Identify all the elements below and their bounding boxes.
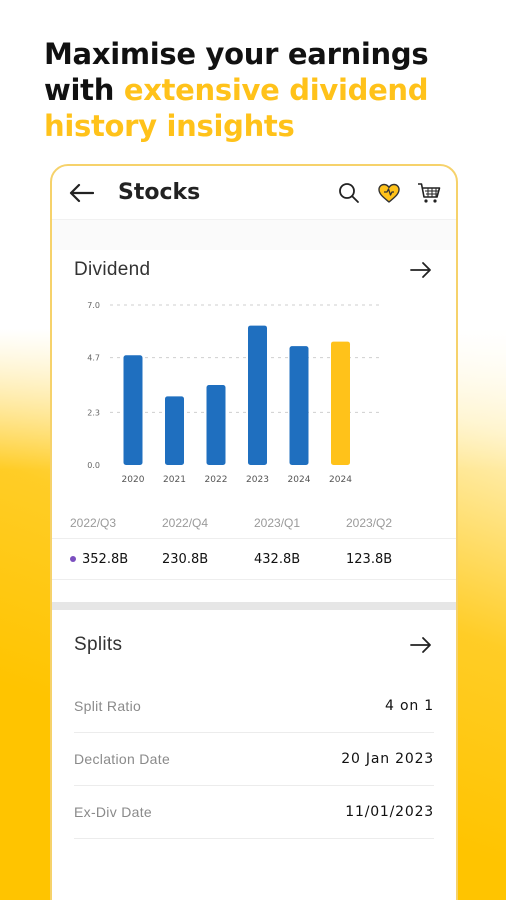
headline-line-2-highlight: extensive dividend [123,73,429,107]
dividend-bar-chart: 0.0 2.3 4.7 7.0 2020 2021 2022 2023 2024 2024 [87,301,382,485]
declaration-date-label: Declation Date [74,751,171,767]
promo-headline: Maximise your earnings with extensive di… [44,36,484,144]
split-ratio-value: 4 on 1 [385,698,434,714]
quarter-value: 123.8B [346,551,393,567]
x-tick-label: 2021 [163,475,186,485]
selected-dot-icon [70,556,76,562]
quarter-label: 2023/Q1 [254,516,301,530]
app-bar: Stocks [52,166,456,220]
quarter-value: 352.8B [70,552,162,567]
headline-line-2: with extensive dividend [44,72,484,108]
y-tick-label: 4.7 [87,354,100,363]
split-ratio-row: Split Ratio 4 on 1 [74,680,434,733]
dividend-bar[interactable] [331,341,350,465]
quarter-value-text: 352.8B [82,551,129,567]
declaration-date-value: 20 Jan 2023 [341,751,434,767]
back-button[interactable] [66,178,96,208]
quarter-values-row[interactable]: 352.8B 230.8B 432.8B 123.8B [52,538,456,580]
dividend-header[interactable]: Dividend [52,250,456,290]
appbar-separator [52,220,456,250]
quarter-label: 2022/Q4 [162,516,209,530]
dividend-bar[interactable] [123,355,143,465]
y-tick-label: 2.3 [87,408,100,417]
cart-button[interactable] [416,180,442,206]
headline-line-1: Maximise your earnings [44,37,429,71]
dividend-title: Dividend [74,259,151,280]
phone-frame: Stocks [50,164,458,900]
quarter-value: 432.8B [254,551,301,567]
declaration-date-row: Declation Date 20 Jan 2023 [74,733,434,786]
dividend-chart: 0.0 2.3 4.7 7.0 2020 2021 2022 2023 2024 2024 [52,290,456,500]
appbar-actions [336,180,442,206]
arrow-right-icon [410,262,431,278]
x-tick-label: 2024 [288,475,311,485]
page-title: Stocks [118,180,201,205]
splits-title: Splits [74,634,123,655]
ex-div-date-row: Ex-Div Date 11/01/2023 [74,786,434,839]
x-tick-label: 2020 [122,475,145,485]
dividend-arrow-button[interactable] [408,257,434,283]
quarter-label: 2022/Q3 [70,516,117,530]
search-icon [339,182,359,203]
dividend-bar[interactable] [206,385,226,465]
quarter-label: 2023/Q2 [346,516,393,530]
headline-line-3: history insights [44,109,295,143]
cart-icon [418,182,441,203]
x-tick-label: 2024 [329,475,352,485]
x-tick-label: 2022 [205,475,228,485]
splits-header[interactable]: Splits [52,610,456,680]
heart-icon [378,183,400,203]
ex-div-date-value: 11/01/2023 [345,804,434,820]
split-ratio-label: Split Ratio [74,698,142,714]
ex-div-date-label: Ex-Div Date [74,804,152,820]
arrow-right-icon [410,637,431,653]
dividend-bar[interactable] [289,346,309,465]
quarter-labels-row: 2022/Q3 2022/Q4 2023/Q1 2023/Q2 [52,508,456,538]
splits-arrow-button[interactable] [408,632,434,658]
y-tick-label: 7.0 [87,301,100,310]
headline-line-2-plain: with [44,73,124,107]
dividend-bar[interactable] [165,396,184,465]
search-button[interactable] [336,180,362,206]
x-tick-label: 2023 [246,475,269,485]
y-tick-label: 0.0 [87,461,100,470]
dividend-bar[interactable] [248,325,267,465]
back-arrow-icon [69,183,94,202]
quarter-value: 230.8B [162,551,209,567]
favorites-button[interactable] [376,180,402,206]
splits-separator [52,602,456,610]
